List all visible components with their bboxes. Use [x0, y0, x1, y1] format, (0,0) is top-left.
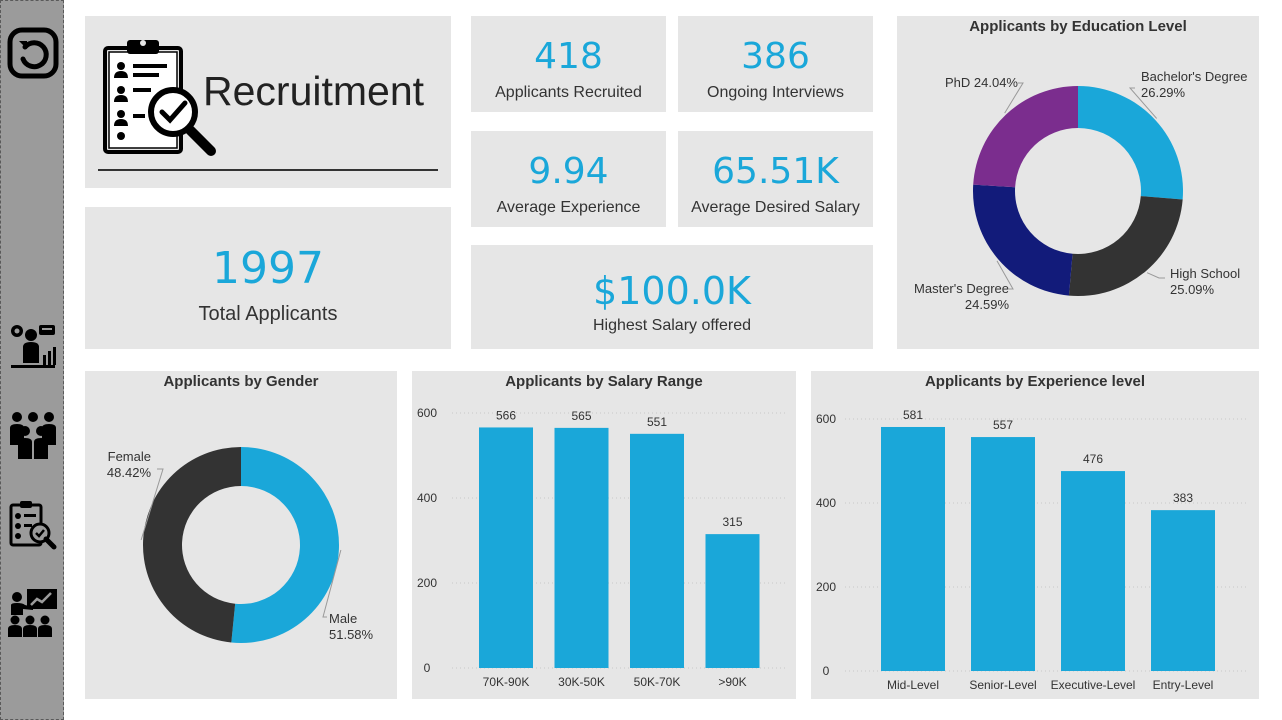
leader-line [322, 549, 342, 618]
donut-slice-bachelor-s-degree[interactable] [1078, 86, 1183, 200]
slice-label: PhD 24.04% [945, 75, 1018, 90]
bar-value-label: 551 [647, 415, 667, 429]
kpi-value: 65.51K [712, 151, 839, 192]
experience-chart-panel: Applicants by Experience level 0 200 400 60… [811, 371, 1259, 699]
x-tick-label: Mid-Level [887, 678, 939, 692]
header-panel: Recruitment [85, 16, 451, 188]
bar-value-label: 557 [993, 418, 1013, 432]
kpi-label: Highest Salary offered [592, 317, 751, 334]
slice-label: Male [329, 611, 357, 626]
leader-line [1004, 82, 1024, 114]
bar-executive-level[interactable] [1061, 471, 1125, 671]
x-tick-label: 30K-50K [558, 675, 605, 689]
y-tick-label: 400 [417, 491, 437, 505]
kpi-value: 1997 [212, 243, 324, 294]
donut-slice-high-school[interactable] [1068, 196, 1183, 296]
slice-percent: 48.42% [107, 465, 152, 480]
y-tick-label: 600 [417, 406, 437, 420]
kpi-label: Average Experience [496, 199, 641, 216]
kpi-value: $100.0K [593, 269, 751, 313]
sidebar [0, 0, 64, 720]
education-chart-panel: Applicants by Education Level Bachelor's… [897, 16, 1259, 349]
y-tick-label: 200 [816, 580, 836, 594]
leader-line [140, 468, 164, 541]
kpi-label: Ongoing Interviews [707, 84, 844, 101]
leader-line [1146, 272, 1165, 279]
bar-value-label: 565 [571, 409, 591, 423]
bar-70k-90k[interactable] [479, 427, 533, 668]
bar-value-label: 566 [496, 408, 516, 422]
bar-value-label: 383 [1173, 491, 1193, 505]
chart-title: Applicants by Salary Range [505, 373, 703, 390]
team-icon[interactable] [7, 409, 59, 461]
chart-title: Applicants by Gender [163, 373, 319, 390]
x-tick-label: Senior-Level [969, 678, 1036, 692]
analyst-icon[interactable] [7, 321, 59, 373]
slice-percent: 25.09% [1170, 282, 1215, 297]
leader-line [1128, 87, 1158, 119]
y-tick-label: 600 [816, 412, 836, 426]
kpi-ongoing-interviews: 386 Ongoing Interviews [678, 16, 873, 112]
donut-slice-female[interactable] [142, 447, 241, 643]
title-underline [98, 169, 438, 171]
x-tick-label: 50K-70K [634, 675, 681, 689]
page-title: Recruitment [203, 68, 425, 114]
slice-label: Master's Degree [914, 281, 1009, 296]
bar-50k-70k[interactable] [630, 433, 684, 668]
bar-value-label: 315 [722, 515, 742, 529]
kpi-average-desired-salary: 65.51K Average Desired Salary [678, 131, 873, 227]
back-icon[interactable] [7, 27, 59, 79]
kpi-value: 418 [534, 36, 603, 77]
leader-line [996, 260, 1014, 290]
experience-bar-chart: 0 200 400 600 581 Mid-Level 557 Senior-Level 476… [816, 408, 1249, 692]
x-tick-label: Entry-Level [1153, 678, 1214, 692]
salary-chart-panel: Applicants by Salary Range 0 200 400 600 566… [412, 371, 796, 699]
bar-value-label: 581 [903, 408, 923, 422]
gender-chart-panel: Applicants by Gender Male 51.58% Female 48.… [85, 371, 397, 699]
chart-title: Applicants by Education Level [969, 18, 1187, 35]
y-tick-label: 0 [823, 664, 830, 678]
slice-percent: 26.29% [1141, 85, 1186, 100]
y-tick-label: 0 [424, 661, 431, 675]
slice-percent: 24.59% [965, 297, 1010, 312]
slice-label: High School [1170, 266, 1240, 281]
slice-percent: 51.58% [329, 627, 374, 642]
donut-slice-master-s-degree[interactable] [973, 184, 1073, 296]
kpi-highest-salary: $100.0K Highest Salary offered [471, 245, 873, 349]
kpi-applicants-recruited: 418 Applicants Recruited [471, 16, 666, 112]
bar-entry-level[interactable] [1151, 510, 1215, 671]
recruit-report-icon[interactable] [7, 499, 59, 551]
bar-30k-50k[interactable] [554, 427, 609, 668]
bar-mid-level[interactable] [881, 426, 945, 671]
slice-label: Bachelor's Degree [1141, 69, 1248, 84]
kpi-label: Average Desired Salary [691, 199, 860, 216]
x-tick-label: 70K-90K [483, 675, 530, 689]
donut-slice-phd[interactable] [973, 86, 1078, 188]
bar--90k[interactable] [705, 534, 760, 668]
kpi-average-experience: 9.94 Average Experience [471, 131, 666, 227]
kpi-value: 9.94 [528, 151, 609, 192]
chart-title: Applicants by Experience level [924, 373, 1146, 390]
kpi-label: Total Applicants [198, 303, 338, 325]
bar-value-label: 476 [1083, 452, 1103, 466]
kpi-total-applicants: 1997 Total Applicants [85, 207, 451, 349]
salary-bar-chart: 0 200 400 600 566 70K-90K 565 30K-50K 551 50K-70K… [417, 406, 786, 689]
kpi-value: 386 [741, 36, 810, 77]
donut-slice-male[interactable] [231, 447, 339, 643]
x-tick-label: Executive-Level [1051, 678, 1136, 692]
presentation-icon[interactable] [7, 587, 59, 639]
bar-senior-level[interactable] [971, 437, 1035, 671]
slice-label: Female [108, 449, 151, 464]
y-tick-label: 200 [417, 576, 437, 590]
x-tick-label: >90K [718, 675, 746, 689]
clipboard-magnifier-icon [101, 38, 217, 156]
y-tick-label: 400 [816, 496, 836, 510]
kpi-label: Applicants Recruited [495, 84, 642, 101]
